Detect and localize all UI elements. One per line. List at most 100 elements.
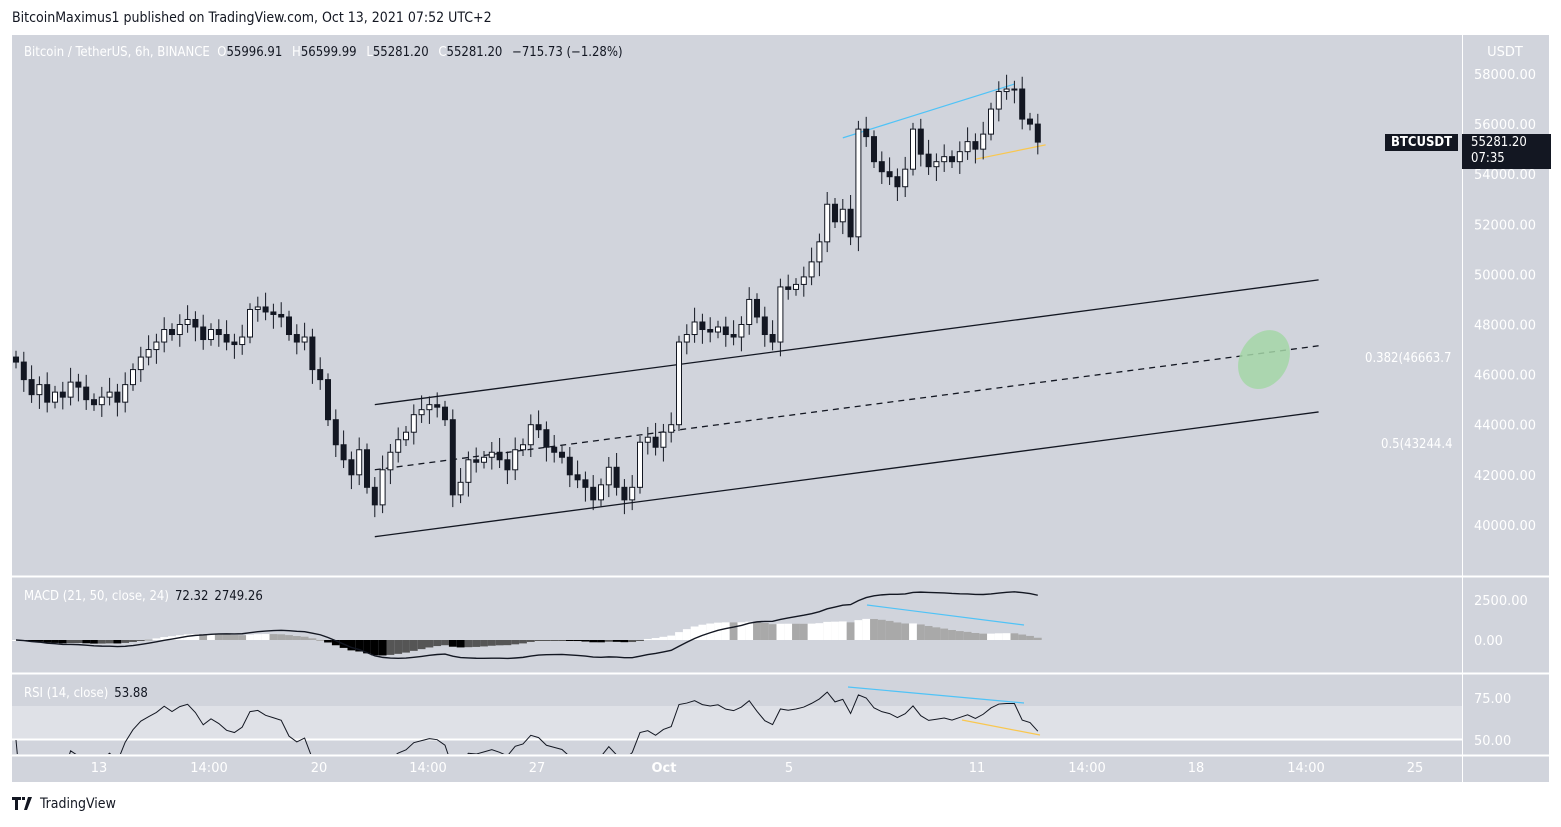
macd-histogram-bar <box>776 623 785 640</box>
candle-down <box>863 128 870 138</box>
macd-histogram-bar <box>253 634 262 640</box>
candle-down <box>699 321 706 331</box>
chart-frame[interactable] <box>12 35 1549 782</box>
macd-histogram-bar <box>870 619 878 640</box>
candle-down <box>325 379 331 421</box>
price-axis-tick: 42000.00 <box>1474 469 1536 484</box>
candle-down <box>348 459 355 476</box>
macd-value: 2749.26 <box>214 589 263 604</box>
close-label: C <box>438 45 447 60</box>
symbol-title[interactable]: Bitcoin / TetherUS, 6h, BINANCE <box>24 45 210 60</box>
macd-histogram-bar <box>534 640 543 641</box>
macd-histogram-bar <box>628 640 637 643</box>
candle-down <box>262 306 269 313</box>
macd-histogram-bar <box>269 634 278 640</box>
candle-down <box>652 436 659 448</box>
time-axis-tick: 5 <box>785 761 793 776</box>
macd-histogram-bar <box>300 636 309 640</box>
candle-up <box>137 356 144 371</box>
candle-down <box>286 316 292 336</box>
candle-up <box>902 168 909 188</box>
channel-upper-line <box>374 279 1319 406</box>
macd-histogram-bar <box>815 623 824 640</box>
macd-histogram-bar <box>955 631 964 640</box>
ohlc-legend: Bitcoin / TetherUS, 6h, BINANCE O55996.9… <box>24 45 629 60</box>
footer-brand[interactable]: TradingView <box>12 796 116 812</box>
candle-down <box>317 369 324 381</box>
candle-up <box>395 439 402 453</box>
time-axis-tick: 25 <box>1407 761 1424 776</box>
macd-histogram-bar <box>604 640 613 642</box>
macd-hist-value: 72.32 <box>174 589 209 604</box>
time-axis-tick: 20 <box>311 761 328 776</box>
macd-histogram-bar <box>589 640 598 643</box>
rsi-label[interactable]: RSI (14, close) <box>24 686 109 701</box>
candle-up <box>629 486 636 501</box>
candle-down <box>309 336 316 371</box>
candle-up <box>800 276 807 285</box>
macd-histogram-bar <box>753 621 761 640</box>
macd-histogram-bar <box>784 623 793 640</box>
macd-histogram-bar <box>113 640 122 644</box>
candle-up <box>67 381 74 398</box>
macd-histogram-bar <box>612 640 621 642</box>
candle-up <box>488 451 495 458</box>
macd-histogram-bar <box>199 634 208 640</box>
macd-histogram-bar <box>472 640 481 647</box>
candle-up <box>715 326 721 333</box>
candle-up <box>527 424 534 446</box>
candle-up <box>254 306 261 310</box>
candle-down <box>473 459 480 463</box>
macd-histogram-bar <box>737 622 746 640</box>
candle-down <box>582 479 589 488</box>
candle-down <box>559 451 565 458</box>
time-axis-tick: 14:00 <box>190 761 227 776</box>
macd-histogram-bar <box>331 640 340 646</box>
price-axis-tick: 50000.00 <box>1474 268 1536 283</box>
candle-down <box>278 313 285 318</box>
macd-histogram-bar <box>168 636 176 640</box>
candle-up <box>184 318 191 325</box>
macd-histogram-bar <box>394 640 403 654</box>
candle-down <box>1034 123 1041 143</box>
macd-histogram-bar <box>729 622 738 640</box>
candle-down <box>754 298 760 318</box>
macd-histogram-bar <box>636 640 644 641</box>
open-value: 55996.91 <box>226 45 283 60</box>
candle-up <box>746 298 753 326</box>
time-axis-tick: 14:00 <box>409 761 446 776</box>
candle-up <box>481 456 487 463</box>
macd-histogram-bar <box>792 623 800 640</box>
candle-up <box>644 436 651 443</box>
candle-up <box>995 91 1002 110</box>
candle-down <box>200 326 207 341</box>
time-axis-tick: 27 <box>529 761 546 776</box>
candle-up <box>130 369 136 386</box>
price-axis-tick: 56000.00 <box>1474 118 1536 133</box>
macd-histogram-bar <box>285 635 293 640</box>
macd-histogram-bar <box>511 640 520 645</box>
rsi-support-line <box>961 719 1041 736</box>
macd-histogram-bar <box>448 640 457 647</box>
candle-up <box>676 341 682 426</box>
macd-label[interactable]: MACD (21, 50, close, 24) <box>24 589 169 604</box>
macd-histogram-bar <box>503 640 512 646</box>
macd-histogram-bar <box>144 639 153 641</box>
open-label: O <box>217 45 227 60</box>
macd-histogram-bar <box>721 622 730 640</box>
candle-up <box>379 469 386 506</box>
macd-histogram-bar <box>402 640 410 653</box>
brand-name: TradingView <box>40 796 116 812</box>
tradingview-logo-icon <box>12 797 32 810</box>
candle-down <box>566 456 573 476</box>
candle-down <box>442 406 448 421</box>
macd-histogram-bar <box>651 638 660 640</box>
last-price: 55281.20 <box>1471 135 1527 150</box>
candle-up <box>403 431 409 441</box>
low-value: 55281.20 <box>372 45 429 60</box>
candle-up <box>777 286 784 343</box>
candle-up <box>1011 88 1018 91</box>
macd-histogram-bar <box>409 640 418 651</box>
macd-histogram-bar <box>519 640 527 644</box>
